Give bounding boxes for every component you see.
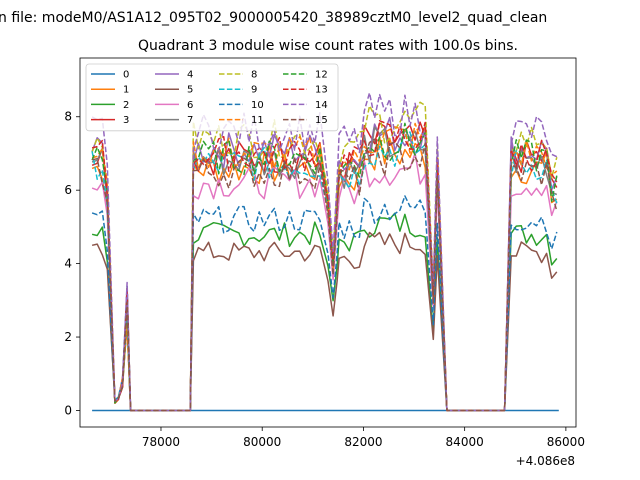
x-tick-label: 84000 (446, 435, 484, 449)
x-tick-label: 80000 (243, 435, 281, 449)
legend-label-15: 15 (315, 115, 328, 126)
x-tick-label: 82000 (344, 435, 382, 449)
y-axis: 0 2 4 6 8 (64, 110, 80, 417)
figure-suptitle: n file: modeM0/AS1A12_095T02_9000005420_… (0, 10, 547, 26)
x-tick-label: 78000 (142, 435, 180, 449)
series-line-5 (91, 231, 558, 412)
axes-frame (79, 57, 577, 428)
x-axis: 78000 80000 82000 84000 86000 (142, 427, 585, 449)
series-line-12 (91, 122, 558, 412)
y-tick-label: 8 (64, 110, 72, 124)
y-tick-label: 0 (64, 403, 72, 417)
y-tick-label: 4 (64, 257, 72, 271)
y-tick-label: 6 (64, 183, 72, 197)
chart-title: Quadrant 3 module wise count rates with … (138, 38, 518, 54)
x-axis-offset-label: +4.086e8 (516, 454, 575, 468)
legend-label-0: 0 (123, 70, 129, 81)
legend-label-8: 8 (251, 70, 257, 81)
legend-label-4: 4 (187, 70, 193, 81)
legend-box (85, 63, 339, 132)
legend-label-2: 2 (123, 100, 129, 111)
legend-label-10: 10 (251, 100, 264, 111)
legend-label-9: 9 (251, 85, 257, 96)
legend-label-1: 1 (123, 85, 129, 96)
legend-label-11: 11 (251, 115, 264, 126)
series-line-10 (91, 195, 558, 412)
x-tick-label: 86000 (547, 435, 585, 449)
series-line-15 (91, 138, 558, 412)
legend-label-3: 3 (123, 115, 129, 126)
legend-label-14: 14 (315, 100, 328, 111)
plot-area (91, 92, 559, 412)
legend-label-5: 5 (187, 85, 193, 96)
legend-label-7: 7 (187, 115, 193, 126)
legend-label-12: 12 (315, 70, 328, 81)
y-tick-label: 2 (64, 330, 72, 344)
legend-label-6: 6 (187, 100, 193, 111)
legend-label-13: 13 (315, 85, 328, 96)
